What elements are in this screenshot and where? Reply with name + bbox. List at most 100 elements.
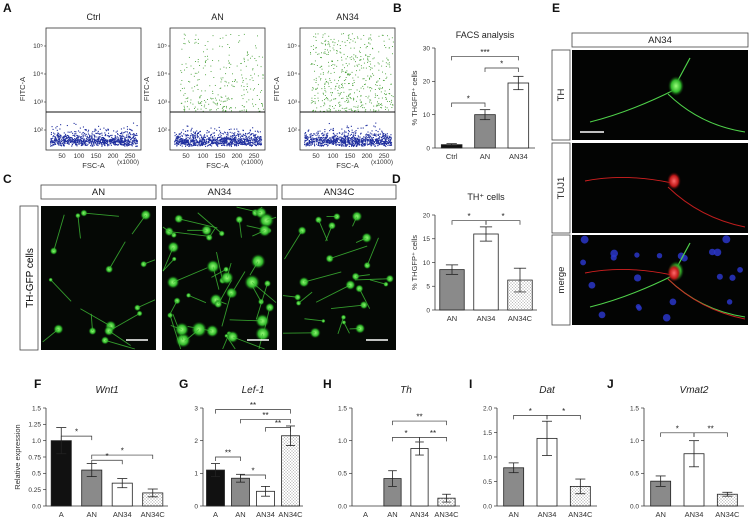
dapi-nucleus	[737, 267, 743, 273]
x-tick-label: AN34C	[508, 314, 533, 323]
y-tick-label: 0.5	[32, 471, 41, 478]
dapi-nucleus	[714, 249, 722, 257]
dapi-nucleus	[722, 235, 730, 243]
facs-y-tick: 10²	[158, 127, 168, 134]
x-tick-label: AN34	[509, 152, 528, 161]
significance-bracket	[486, 221, 520, 225]
gfp-cell	[315, 216, 322, 223]
panel-label-a: A	[3, 1, 12, 15]
facs-y-tick: 10⁵	[287, 43, 297, 50]
chart-title: FACS analysis	[456, 30, 515, 40]
facs-y-tick: 10⁴	[287, 71, 297, 78]
facs-x-unit: (x1000)	[241, 159, 263, 166]
facs-x-tick: 150	[91, 153, 102, 160]
chart-title: Wnt1	[95, 385, 118, 396]
stain-row: TUJ1	[552, 143, 748, 233]
x-tick-label: AN34C	[278, 510, 303, 519]
gfp-cell	[352, 211, 363, 222]
x-tick-label: AN34C	[141, 510, 166, 519]
panel-label-g: G	[179, 377, 188, 391]
dapi-nucleus	[634, 252, 639, 257]
x-tick-label: Ctrl	[446, 152, 458, 161]
chart-title: TH⁺ cells	[467, 192, 505, 202]
significance-bracket	[61, 436, 92, 440]
dapi-nucleus	[717, 274, 723, 280]
column-header: AN34	[208, 187, 232, 198]
facs-y-tick: 10⁵	[157, 43, 167, 50]
significance-bracket	[216, 457, 241, 461]
y-tick-label: 1	[194, 471, 198, 478]
significance-stars: **	[416, 413, 422, 422]
y-tick-label: 0.5	[338, 471, 347, 478]
panel-label-h: H	[323, 377, 332, 391]
significance-stars: *	[75, 428, 78, 437]
facs-x-tick: 50	[312, 153, 320, 160]
facs-x-label: FSC-A	[336, 161, 359, 170]
dapi-nucleus	[670, 298, 677, 305]
x-tick-label: AN34C	[568, 510, 593, 519]
y-tick-label: 0.5	[630, 471, 639, 478]
significance-bracket	[92, 455, 153, 459]
facs-x-unit: (x1000)	[117, 159, 139, 166]
y-tick-label: 20	[423, 212, 431, 219]
y-tick-label: 1.5	[630, 405, 639, 412]
dapi-nucleus	[580, 260, 586, 266]
gfp-cell	[258, 224, 271, 237]
significance-bracket	[514, 415, 547, 419]
dapi-nucleus	[588, 282, 595, 289]
y-tick-label: 20	[423, 79, 431, 86]
y-tick-label: 0.25	[28, 487, 41, 494]
y-tick-label: 5	[426, 284, 430, 291]
y-tick-label: 0.0	[630, 503, 639, 510]
y-tick-label: 1.5	[483, 430, 492, 437]
significance-bracket	[393, 437, 420, 441]
y-tick-label: 1.0	[630, 438, 639, 445]
y-tick-label: 2	[194, 438, 198, 445]
y-tick-label: 0	[194, 503, 198, 510]
significance-bracket	[547, 415, 580, 419]
x-tick-label: AN34	[477, 314, 496, 323]
panel-label-e: E	[552, 1, 560, 15]
y-tick-label: 1.0	[483, 454, 492, 461]
facs-y-label: FITC-A	[18, 77, 27, 101]
significance-bracket	[266, 428, 291, 432]
y-tick-label: 0.0	[32, 503, 41, 510]
y-axis-label: Relative expression	[13, 424, 22, 489]
x-tick-label: A	[59, 510, 64, 519]
x-tick-label: AN	[87, 510, 97, 519]
x-tick-label: A	[363, 510, 368, 519]
dapi-nucleus	[657, 253, 662, 258]
significance-stars: *	[562, 407, 565, 416]
gfp-cell	[342, 320, 347, 325]
significance-bracket	[485, 68, 518, 72]
significance-bracket	[420, 437, 447, 441]
y-tick-label: 0	[426, 307, 430, 314]
bar	[474, 234, 498, 310]
y-axis-label: % THGFP⁺ cells	[410, 235, 419, 290]
y-tick-label: 1.5	[32, 405, 41, 412]
significance-stars: *	[500, 60, 503, 69]
y-tick-label: 0.5	[483, 479, 492, 486]
chart-title: Lef-1	[242, 385, 265, 396]
significance-stars: **	[708, 424, 714, 433]
significance-bracket	[393, 421, 447, 425]
significance-stars: *	[404, 429, 407, 438]
x-tick-label: AN34	[685, 510, 704, 519]
facs-x-label: FSC-A	[206, 161, 229, 170]
column-header: AN34C	[324, 187, 355, 198]
y-tick-label: 0.75	[28, 454, 41, 461]
significance-stars: **	[275, 419, 281, 428]
x-tick-label: AN34C	[715, 510, 740, 519]
panel-label-d: D	[392, 172, 401, 186]
facs-plot-title: AN	[211, 12, 224, 22]
tuj1-cell-body	[667, 172, 681, 190]
svg-text:TH-GFP cells: TH-GFP cells	[25, 248, 36, 308]
significance-stars: ***	[480, 48, 489, 57]
gfp-cell	[383, 282, 388, 287]
significance-stars: *	[676, 424, 679, 433]
